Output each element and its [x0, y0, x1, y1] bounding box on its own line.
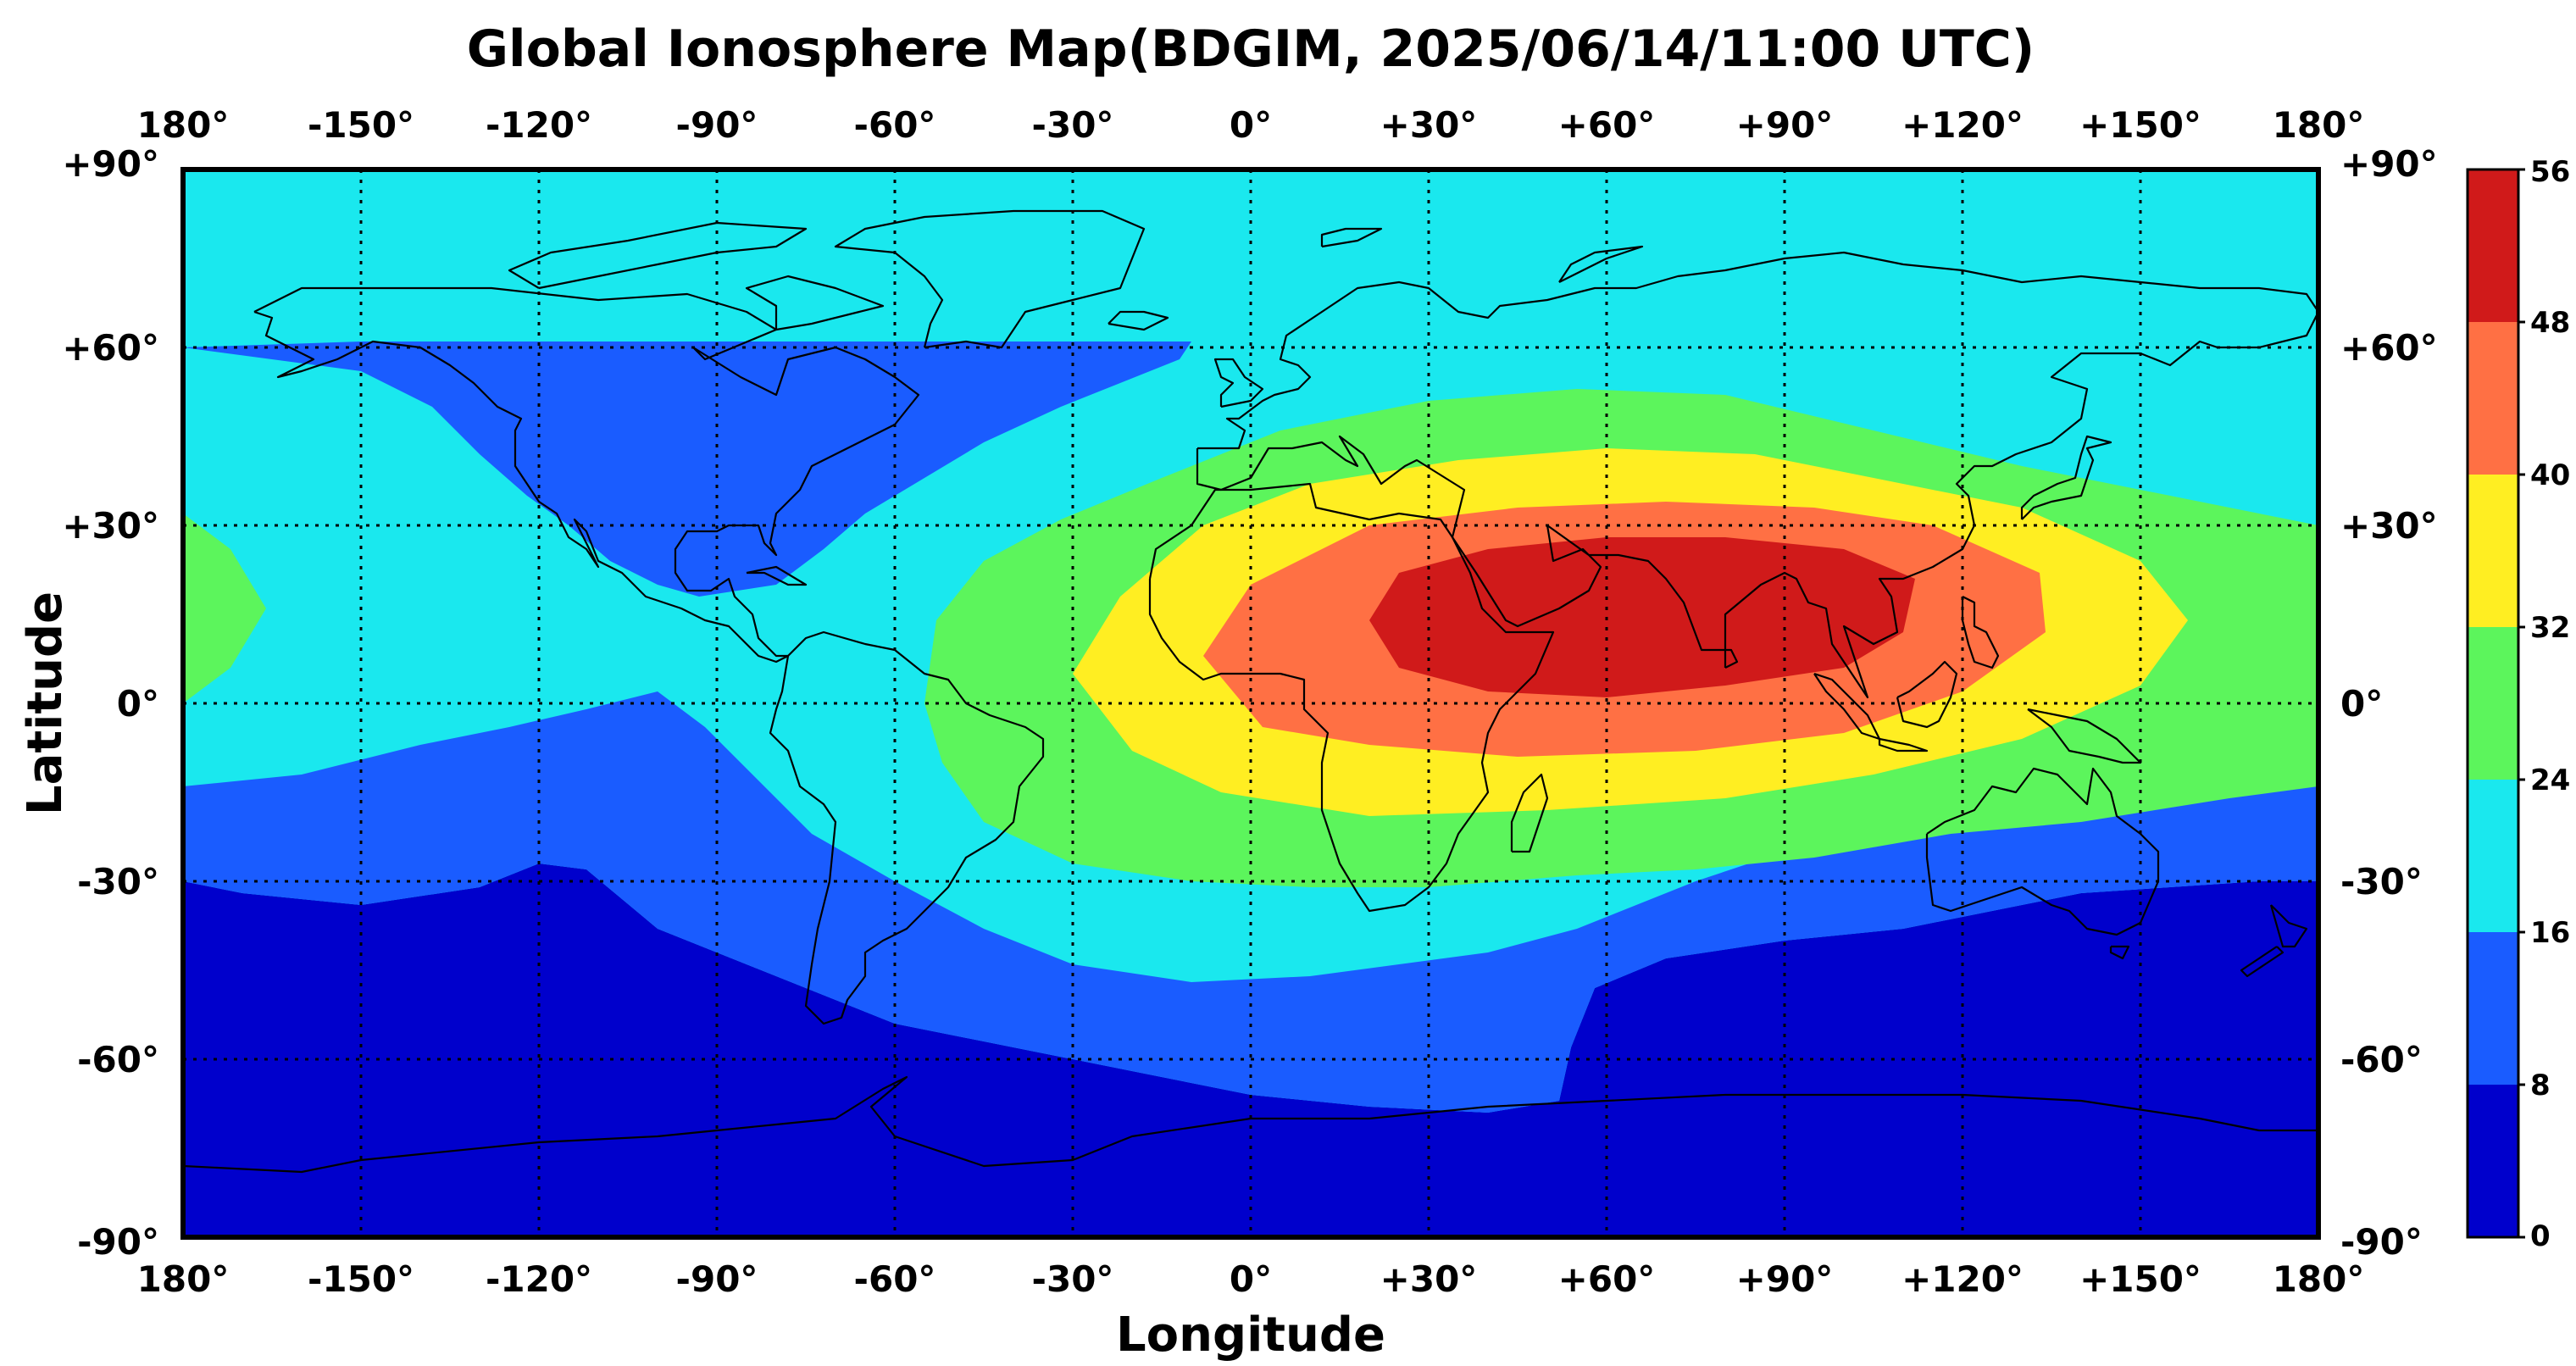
coastline-new-zealand — [2269, 904, 2308, 948]
x-tick-label-bottom: 180° — [137, 1258, 230, 1300]
colorbar-segment — [2468, 1085, 2518, 1237]
colorbar-segment — [2468, 475, 2518, 627]
x-tick-label-bottom: 180° — [2273, 1258, 2365, 1300]
coastline-south-america — [769, 630, 1045, 1025]
coastline-antarctica — [183, 1075, 2318, 1174]
tec-band-48-56 — [1369, 537, 1915, 697]
y-tick-label-right: +90° — [2340, 143, 2438, 185]
x-tick-label-top: -120° — [486, 104, 592, 146]
x-tick-label-top: -30° — [1032, 104, 1114, 146]
coastline-north-america — [253, 286, 920, 664]
colorbar-frame — [2466, 168, 2520, 1239]
coastline-india-srilanka — [1724, 648, 1739, 669]
coastline-arctic-islands — [508, 221, 808, 290]
coastline-australia — [1925, 767, 2160, 936]
coastline-philippines — [1961, 596, 2000, 669]
plot-frame — [180, 167, 2321, 1240]
y-tick-label-left: +30° — [62, 505, 159, 547]
x-tick-label-bottom: +90° — [1736, 1258, 1834, 1300]
x-tick-label-top: +60° — [1558, 104, 1656, 146]
x-tick-label-bottom: +30° — [1380, 1258, 1478, 1300]
y-tick-label-right: -90° — [2340, 1221, 2423, 1263]
x-axis-label: Longitude — [1116, 1308, 1385, 1363]
tec-contour-bands — [183, 342, 2318, 1237]
colorbar-segment — [2468, 932, 2518, 1085]
x-tick-label-top: +30° — [1380, 104, 1478, 146]
coastline-java — [1878, 737, 1929, 752]
x-tick-label-top: 180° — [2273, 104, 2365, 146]
x-ticks-bottom: 180° -150° -120° -90° -60° -30° 0° +30° +60° +90°… — [137, 1258, 2365, 1300]
x-tick-label-bottom: +60° — [1558, 1258, 1656, 1300]
tec-band-8-16-north — [183, 342, 1191, 597]
x-tick-label-bottom: +150° — [2079, 1258, 2201, 1300]
y-tick-label-right: +60° — [2340, 327, 2438, 369]
coastline-tasmania — [2109, 945, 2130, 960]
tec-band-0-8 — [183, 863, 2318, 1237]
y-tick-label-left: -30° — [77, 861, 159, 902]
coastline-greenland — [834, 209, 1146, 349]
y-tick-label-right: +30° — [2340, 505, 2438, 547]
y-axis-label: Latitude — [18, 591, 73, 815]
coastline-iceland — [1108, 310, 1169, 331]
x-tick-label-top: -60° — [854, 104, 936, 146]
colorbar-tick-label: 56 — [2530, 155, 2570, 189]
coastline-japan — [2020, 435, 2112, 520]
x-tick-label-top: +120° — [1901, 104, 2024, 146]
colorbar-tick-label: 48 — [2530, 306, 2570, 340]
colorbar-tick-label: 24 — [2530, 764, 2570, 797]
coastline-new-zealand-south — [2240, 946, 2285, 978]
coastline-madagascar — [1510, 773, 1549, 853]
colorbar-segment — [2468, 780, 2518, 932]
x-tick-label-top: -150° — [308, 104, 414, 146]
y-tick-label-right: 0° — [2340, 683, 2383, 725]
colorbar-segment — [2468, 169, 2518, 322]
coastline-africa — [1148, 482, 1555, 913]
x-tick-label-bottom: -150° — [308, 1258, 414, 1300]
plot-area — [183, 169, 2318, 1237]
coastline-new-guinea — [2027, 708, 2142, 764]
y-ticks-left: +90° +60° +30° 0° -30° -60° -90° — [62, 143, 159, 1263]
x-tick-label-top: 180° — [137, 104, 230, 146]
y-tick-label-right: -30° — [2340, 861, 2423, 902]
x-tick-label-bottom: +120° — [1901, 1258, 2024, 1300]
graticule — [183, 169, 2318, 1237]
y-tick-label-right: -60° — [2340, 1039, 2423, 1080]
coastline-britain — [1213, 358, 1264, 408]
x-tick-label-top: 0° — [1230, 104, 1272, 146]
x-tick-label-bottom: -120° — [486, 1258, 592, 1300]
y-tick-label-left: +60° — [62, 327, 159, 369]
y-tick-label-left: 0° — [117, 683, 159, 725]
x-tick-label-bottom: -60° — [854, 1258, 936, 1300]
colorbar-segment — [2468, 627, 2518, 780]
y-tick-label-left: -60° — [77, 1039, 159, 1080]
x-tick-label-top: -90° — [676, 104, 758, 146]
colorbar-segment — [2468, 322, 2518, 475]
x-tick-label-top: +150° — [2079, 104, 2201, 146]
x-tick-label-bottom: -90° — [676, 1258, 758, 1300]
x-tick-label-bottom: -30° — [1032, 1258, 1114, 1300]
colorbar-tick-label: 40 — [2530, 458, 2570, 492]
chart-title: Global Ionosphere Map(BDGIM, 2025/06/14/… — [467, 19, 2035, 79]
tec-band-24-32-west — [183, 514, 266, 703]
colorbar-tick-label: 0 — [2530, 1219, 2551, 1253]
colorbar: 0 8 16 24 32 40 48 56 — [2466, 155, 2570, 1253]
coastline-borneo — [1896, 660, 1958, 729]
y-tick-label-left: +90° — [62, 143, 159, 185]
coastline-cuba — [746, 565, 808, 586]
x-tick-label-bottom: 0° — [1230, 1258, 1272, 1300]
coastline-svalbard — [1320, 227, 1383, 248]
coastline-novaya-zemlya — [1558, 245, 1644, 283]
coastline-sumatra — [1813, 672, 1881, 741]
colorbar-tick-label: 16 — [2530, 916, 2570, 950]
x-ticks-top: 180° -150° -120° -90° -60° -30° 0° +30° +60° +90°… — [137, 104, 2365, 146]
colorbar-tick-label: 8 — [2530, 1069, 2551, 1102]
y-tick-label-left: -90° — [77, 1221, 159, 1263]
y-ticks-right: +90° +60° +30° 0° -30° -60° -90° — [2340, 143, 2438, 1263]
coastline-baffin — [745, 275, 885, 331]
coastlines — [183, 209, 2318, 1174]
x-tick-label-top: +90° — [1736, 104, 1834, 146]
tec-band-8-16-south — [183, 691, 2318, 1113]
colorbar-tick-label: 32 — [2530, 611, 2570, 645]
